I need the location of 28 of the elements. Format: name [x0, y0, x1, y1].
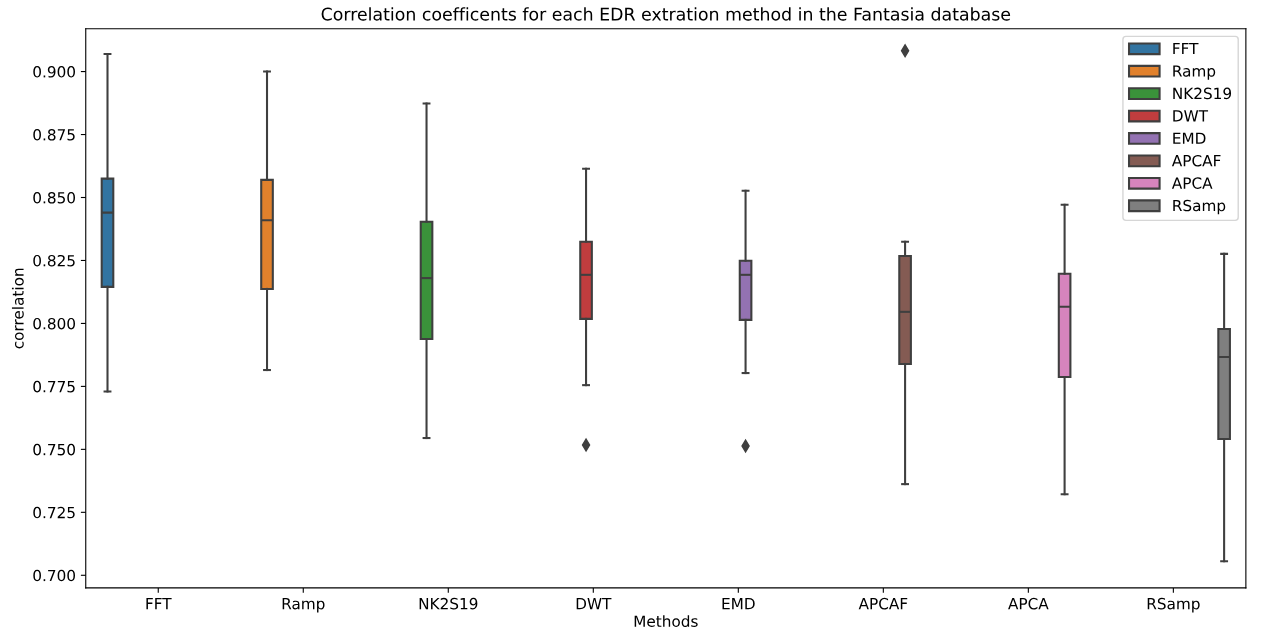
- y-tick-label: 0.700: [33, 569, 76, 582]
- legend-label: RSamp: [1173, 199, 1226, 215]
- legend-label: APCAF: [1171, 154, 1221, 167]
- y-axis-title: correlation: [11, 268, 24, 349]
- x-tick-label: FFT: [146, 598, 172, 610]
- legend-label: DWT: [1173, 110, 1209, 122]
- chart-title: Correlation coefficents for each EDR extration method in the Fantasia database: [321, 7, 1011, 21]
- y-tick-label: 0.850: [33, 191, 76, 204]
- x-tick-label: Ramp: [282, 598, 325, 613]
- x-tick-label: RSamp: [1147, 597, 1200, 613]
- legend-label: APCA: [1171, 177, 1213, 189]
- x-tick-label: APCA: [1008, 597, 1049, 610]
- y-tick-label: 0.775: [33, 380, 75, 393]
- x-tick-label: NK2S19: [419, 597, 478, 610]
- y-tick-label: 0.725: [33, 506, 75, 519]
- y-tick-label: 0.800: [33, 317, 76, 330]
- x-tick-label: APCAF: [858, 597, 908, 610]
- x-axis-title: Methods: [634, 615, 698, 627]
- legend-label: FFT: [1173, 42, 1199, 55]
- legend-label: Ramp: [1173, 65, 1216, 80]
- y-tick-label: 0.825: [33, 254, 75, 267]
- x-tick-label: EMD: [722, 598, 755, 610]
- y-tick-label: 0.750: [33, 443, 76, 456]
- y-tick-label: 0.875: [33, 129, 75, 141]
- y-tick-label: 0.900: [33, 66, 76, 78]
- legend-label: EMD: [1173, 132, 1206, 144]
- legend-label: NK2S19: [1173, 87, 1232, 100]
- x-tick-label: DWT: [576, 598, 612, 610]
